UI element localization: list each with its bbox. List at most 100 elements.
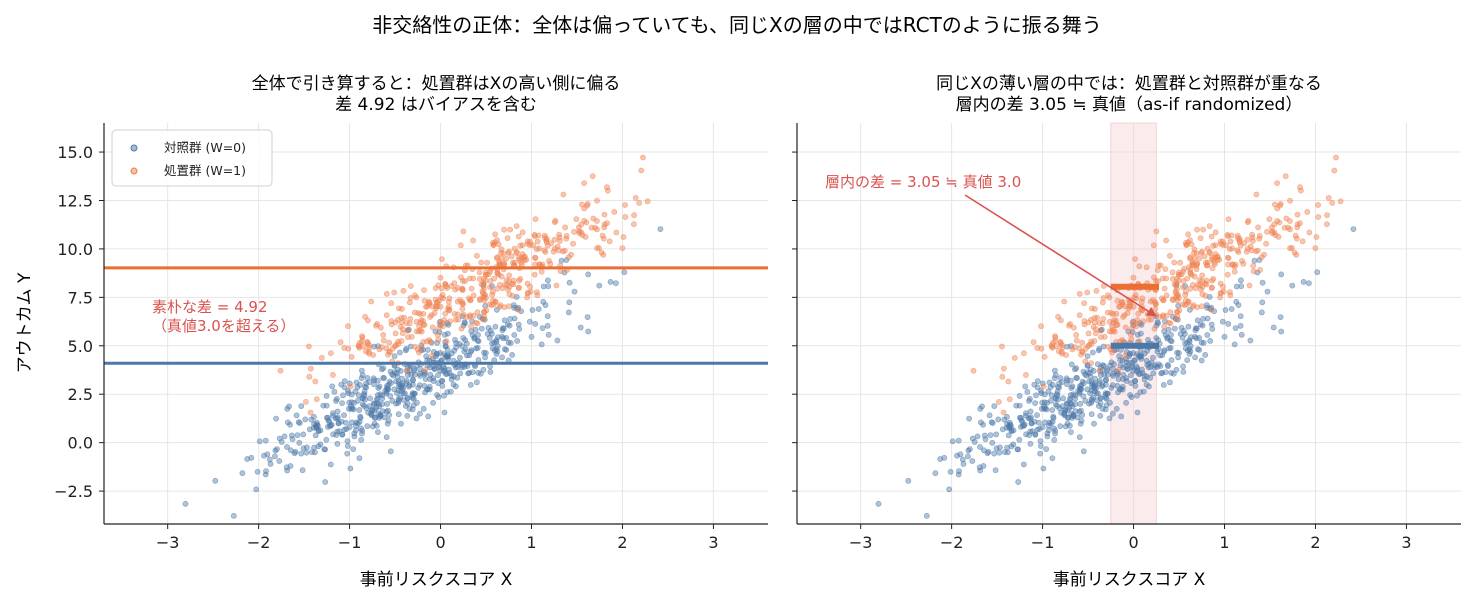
treated-point	[1096, 320, 1103, 326]
treated-point	[548, 240, 554, 247]
treated-point	[1210, 275, 1217, 282]
treated-point	[1104, 309, 1111, 316]
control-point	[1068, 400, 1075, 407]
treated-point	[1078, 351, 1084, 358]
treated-point	[432, 296, 439, 303]
treated-point	[582, 233, 589, 240]
treated-point	[407, 283, 414, 289]
control-point	[409, 377, 416, 383]
control-point	[995, 416, 1002, 423]
treated-point	[470, 237, 476, 244]
stratum-difference-annotation: 層内の差 = 3.05 ≒ 真値 3.0	[825, 173, 1021, 191]
control-point	[507, 315, 513, 322]
treated-point	[1093, 287, 1100, 294]
treated-point	[560, 248, 566, 255]
treated-point	[1256, 232, 1263, 239]
control-point	[1155, 337, 1161, 343]
treated-point	[508, 253, 515, 260]
control-point	[1139, 366, 1145, 373]
treated-point	[519, 242, 526, 248]
control-point	[256, 438, 263, 445]
treated-point	[1176, 269, 1182, 276]
control-point	[376, 383, 383, 390]
treated-point	[1082, 358, 1089, 365]
control-point	[448, 376, 455, 383]
treated-point	[1076, 290, 1083, 297]
control-point	[322, 479, 329, 485]
control-point	[1150, 354, 1156, 361]
treated-point	[1275, 233, 1282, 240]
treated-point	[395, 305, 402, 312]
treated-point	[487, 284, 493, 290]
control-point	[402, 347, 409, 354]
control-point	[439, 377, 446, 384]
treated-point	[1304, 208, 1311, 215]
right-panel: 同じXの薄い層の中では：処置群と対照群が重なる 層内の差 3.05 ≒ 真値（a…	[792, 74, 1461, 590]
control-point	[1027, 415, 1034, 422]
control-point	[1174, 349, 1180, 356]
control-point	[344, 438, 351, 444]
control-point	[338, 418, 345, 425]
treated-point	[427, 339, 434, 345]
control-point	[1049, 407, 1056, 413]
treated-point	[386, 339, 393, 346]
treated-point	[477, 296, 483, 302]
control-point	[323, 414, 330, 421]
treated-point	[492, 231, 498, 238]
treated-point	[1216, 256, 1223, 263]
control-point	[1232, 325, 1239, 331]
control-point	[1097, 400, 1104, 407]
treated-point	[388, 300, 395, 307]
control-point	[1062, 406, 1069, 413]
control-point	[253, 486, 260, 493]
control-point	[363, 380, 369, 387]
y-tick-label: −2.5	[54, 482, 93, 501]
control-point	[1018, 423, 1024, 430]
treated-point	[277, 367, 284, 374]
control-point	[1235, 302, 1242, 308]
treated-point	[443, 338, 450, 345]
treated-point	[360, 343, 367, 350]
treated-point	[589, 173, 596, 180]
control-point	[1185, 323, 1192, 330]
control-point	[1258, 309, 1265, 316]
control-point	[1062, 423, 1069, 430]
control-point	[1159, 352, 1166, 359]
control-point	[1073, 365, 1080, 372]
treated-point	[1196, 277, 1203, 283]
control-point	[385, 407, 391, 414]
control-point	[1037, 450, 1044, 457]
treated-point	[1313, 234, 1320, 240]
treated-point	[1331, 167, 1338, 174]
control-point	[1165, 326, 1172, 333]
treated-point	[1134, 316, 1141, 323]
control-point	[1116, 353, 1123, 360]
treated-point	[1093, 326, 1099, 333]
control-point	[308, 449, 315, 455]
treated-point	[503, 255, 510, 262]
treated-point	[1292, 232, 1299, 239]
control-point	[1247, 337, 1254, 344]
control-point	[359, 395, 366, 401]
control-point	[1016, 402, 1023, 409]
control-point	[1131, 357, 1137, 364]
treated-point	[1001, 365, 1007, 372]
treated-point	[1152, 306, 1159, 312]
treated-point	[613, 229, 620, 236]
control-point	[352, 422, 359, 429]
control-point	[1025, 415, 1032, 422]
control-point	[404, 412, 411, 419]
control-point	[1043, 446, 1050, 452]
control-point	[905, 477, 912, 484]
control-point	[1008, 443, 1015, 450]
naive-difference-annotation-line1: 素朴な差 = 4.92	[152, 298, 268, 316]
treated-point	[1167, 320, 1174, 327]
treated-point	[395, 338, 402, 345]
treated-point	[494, 237, 500, 243]
control-point	[346, 399, 353, 406]
control-point	[368, 411, 374, 418]
treated-point	[1212, 229, 1219, 236]
control-point	[427, 371, 434, 378]
treated-point	[376, 346, 383, 353]
control-point	[511, 315, 518, 322]
